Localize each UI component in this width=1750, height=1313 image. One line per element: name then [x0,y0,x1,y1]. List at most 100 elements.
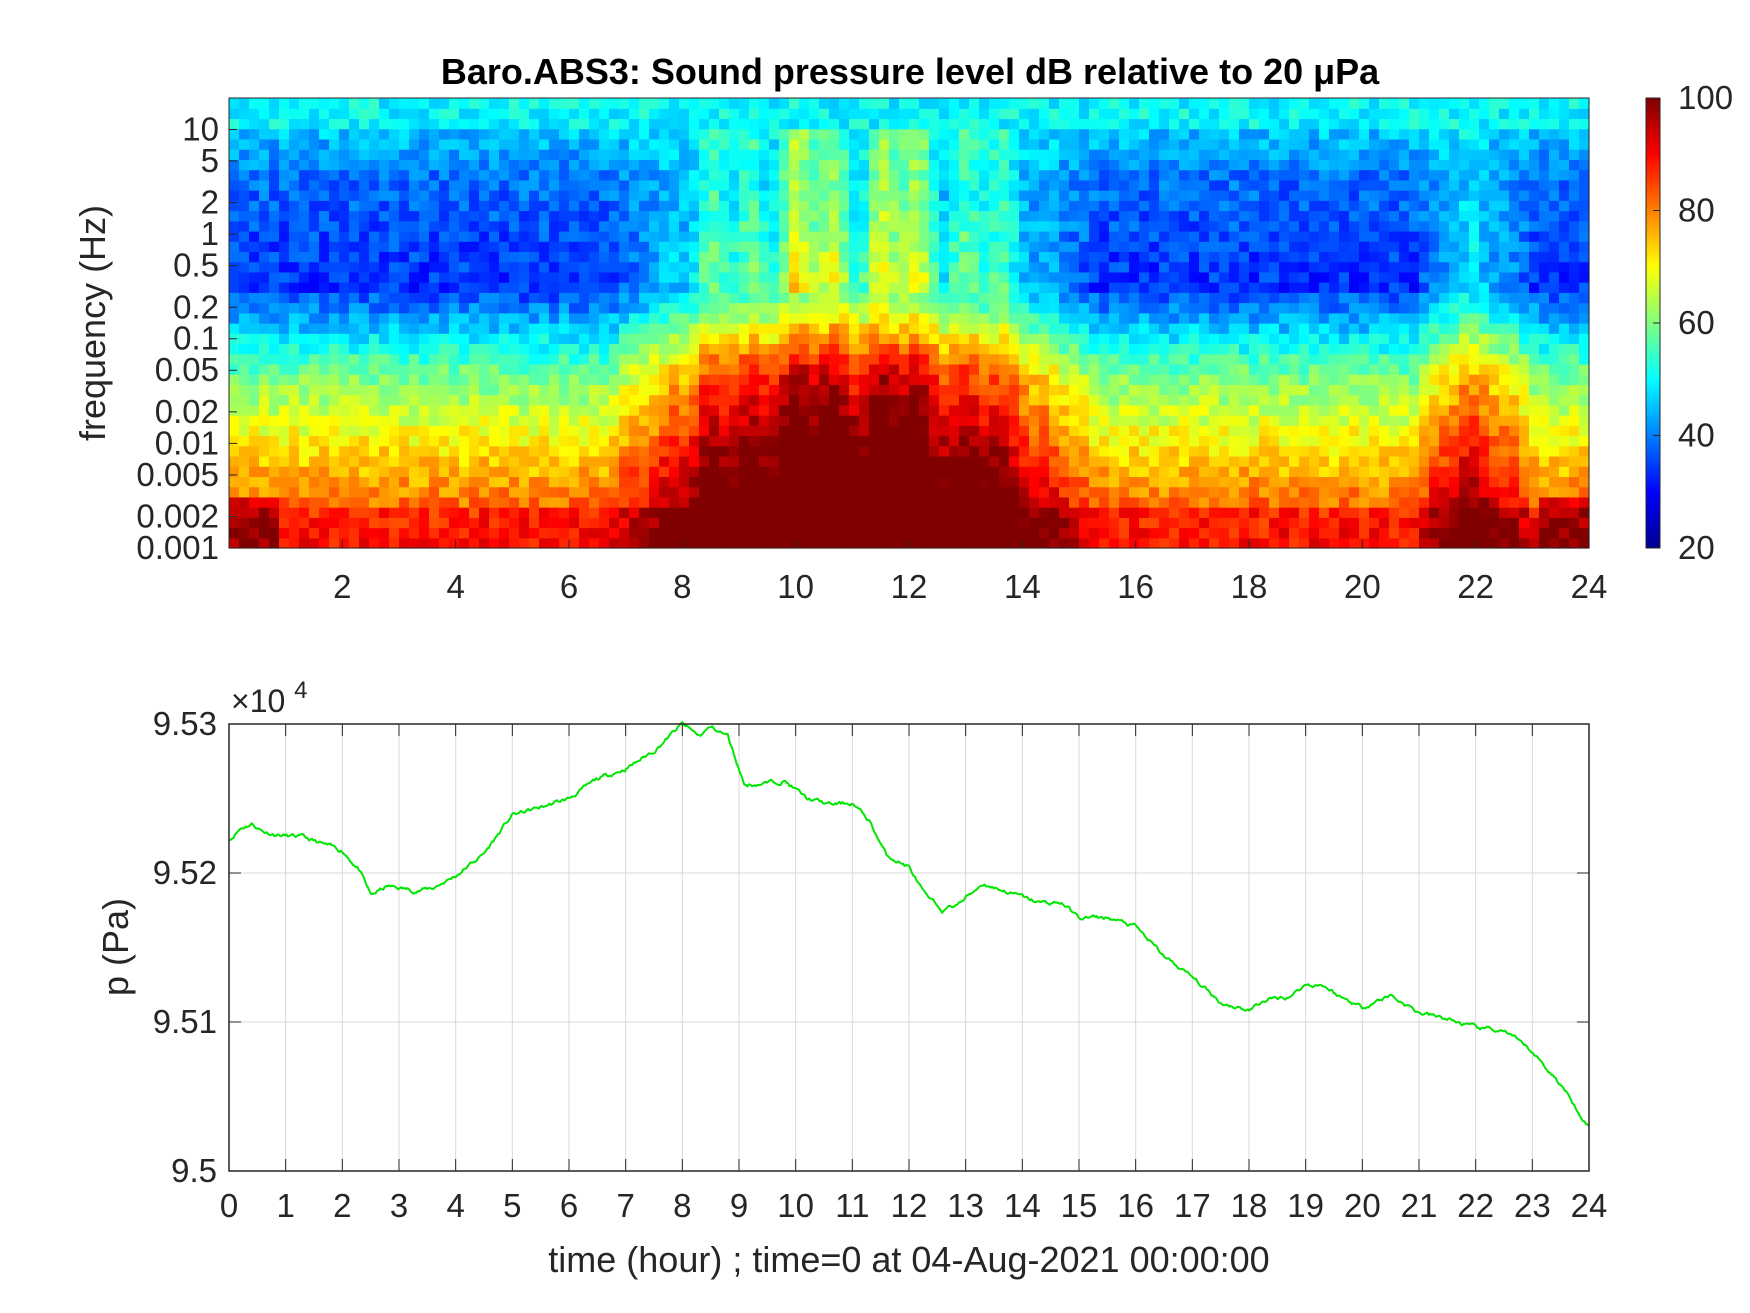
spectrogram-cell [319,149,330,160]
spectrogram-cell [1269,374,1280,385]
spectrogram-cell [1149,425,1160,437]
spectrogram-cell [1099,241,1110,253]
spectrogram-cell [939,394,950,406]
spectrogram-cell [239,353,250,365]
spectrogram-cell [359,363,370,375]
spectrogram-cell [989,517,1000,529]
spectrogram-cell [1059,476,1070,488]
spectrogram-cell [299,271,310,283]
spectrogram-cell [1329,415,1340,426]
spectrogram-cell [1229,149,1240,160]
spectrogram-cell [1099,517,1110,529]
spectrogram-cell [949,159,960,171]
spectrogram-cell [469,537,480,549]
spectrogram-cell [1279,251,1290,263]
spectrogram-cell [1179,241,1190,253]
spectrogram-cell [349,271,360,283]
spectrogram-cell [669,415,680,426]
spectrogram-cell [869,118,880,130]
spectrogram-cell [859,455,870,467]
spectrogram-cell [669,108,680,120]
spectrogram-cell [519,149,530,160]
spectrogram-cell [289,333,300,345]
spectrogram-cell [1099,210,1110,222]
spectrogram-cell [929,282,940,293]
spectrogram-cell [699,384,710,396]
spectrogram-cell [1309,353,1320,365]
spectrogram-cell [1109,476,1120,488]
spectrogram-cell [1219,343,1230,355]
spectrogram-cell [1269,302,1280,314]
spectrogram-cell [749,98,760,109]
spectrogram-cell [659,466,670,478]
spectrogram-cell [1239,149,1250,160]
spectrogram-cell [379,507,390,518]
spectrogram-cell [389,343,400,355]
spectrogram-cell [279,466,290,478]
spectrogram-cell [1089,179,1100,191]
spectrogram-cell [1149,466,1160,478]
spectrogram-cell [879,230,890,242]
spectrogram-cell [249,415,260,426]
spectrogram-cell [589,537,600,549]
spectrogram-cell [729,374,740,385]
spectrogram-cell [1109,241,1120,253]
spectrogram-cell [629,466,640,478]
spectrogram-cell [1339,486,1350,498]
spectrogram-cell [229,517,240,529]
spectrogram-cell [1049,312,1060,324]
spectrogram-cell [409,271,420,283]
spectrogram-cell [449,230,460,242]
spectrogram-cell [249,445,260,457]
spectrogram-cell [709,261,720,273]
spectrogram-cell [559,384,570,396]
spectrogram-cell [359,108,370,120]
spectrogram-cell [949,292,960,304]
spectrogram-cell [1289,323,1300,334]
spectrogram-cell [329,343,340,355]
spectrogram-cell [769,343,780,355]
spectrogram-cell [679,138,690,150]
spectrogram-cell [979,98,990,109]
spectrogram-cell [679,220,690,232]
spectrogram-cell [1089,118,1100,130]
spectrogram-cell [1149,118,1160,130]
spectrogram-cell [1229,169,1240,181]
spectrogram-cell [759,149,770,160]
spectrogram-cell [469,261,480,273]
spectrogram-cell [1259,282,1270,293]
spectrogram-cell [939,486,950,498]
spectrogram-cell [1099,149,1110,160]
spectrogram-cell [469,169,480,181]
spectrogram-cell [539,537,550,549]
spectrogram-cell [1009,118,1020,130]
spectrogram-cell [819,425,830,437]
spectrogram-cell [749,159,760,171]
spectrogram-cell [649,476,660,488]
spectrogram-cell [619,220,630,232]
spectrogram-cell [379,466,390,478]
spectrogram-cell [1059,241,1070,253]
spectrogram-cell [909,251,920,263]
spectrogram-cell [569,149,580,160]
spectrogram-cell [769,476,780,488]
spectrogram-cell [1029,496,1040,508]
spectrogram-cell [699,343,710,355]
spectrogram-cell [769,312,780,324]
spectrogram-cell [979,210,990,222]
spectrogram-cell [1139,323,1150,334]
spectrogram-cell [939,169,950,181]
spectrogram-cell [859,230,870,242]
spectrogram-cell [1059,415,1070,426]
spectrogram-cell [1329,118,1340,130]
spectrogram-cell [1309,261,1320,273]
spectrogram-cell [229,138,240,150]
spectrogram-cell [709,343,720,355]
spectrogram-cell [1359,374,1370,385]
spectrogram-cell [529,476,540,488]
spectrogram-cell [1269,486,1280,498]
spectrogram-cell [739,476,750,488]
spectrogram-cell [999,507,1010,518]
spectrogram-cell [1249,363,1260,375]
spectrogram-cell [769,220,780,232]
